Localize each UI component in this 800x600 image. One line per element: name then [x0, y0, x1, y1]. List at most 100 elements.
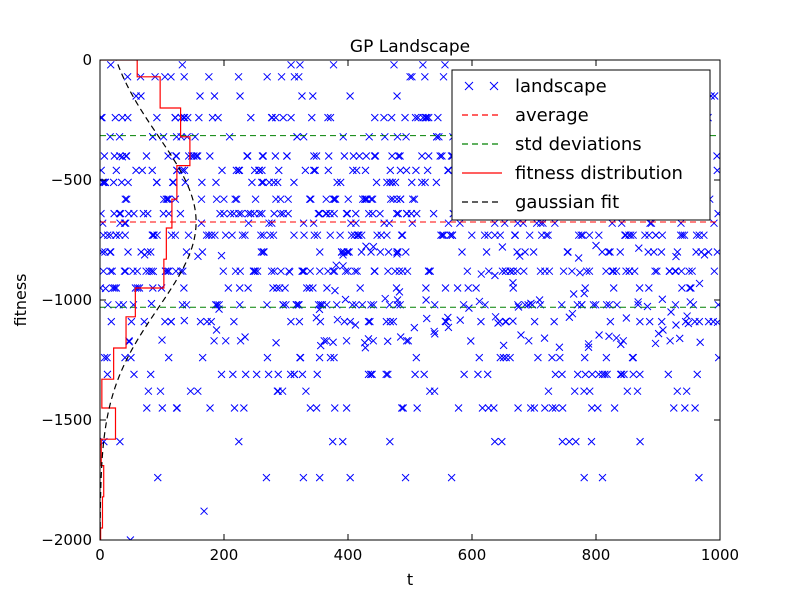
data-point	[695, 279, 704, 288]
data-point	[414, 113, 422, 122]
data-point	[285, 268, 294, 276]
data-point	[278, 387, 287, 396]
data-point	[115, 231, 124, 240]
data-point	[182, 248, 191, 256]
data-point	[110, 152, 119, 160]
data-point	[116, 209, 125, 218]
data-point	[454, 404, 463, 412]
data-point	[408, 219, 417, 228]
data-point	[121, 231, 130, 240]
data-point	[472, 284, 480, 292]
data-point	[267, 113, 276, 122]
data-point	[483, 370, 492, 379]
data-point	[519, 219, 528, 228]
data-point	[315, 473, 324, 482]
data-point	[124, 248, 132, 256]
data-point	[221, 336, 230, 345]
data-point	[198, 353, 207, 362]
data-point	[383, 370, 392, 379]
data-point	[130, 370, 138, 379]
data-point	[200, 507, 208, 516]
data-point	[432, 178, 441, 187]
legend-item: std deviations	[462, 134, 642, 155]
data-point	[329, 338, 337, 347]
data-point	[167, 231, 176, 240]
data-point	[625, 231, 633, 240]
data-point	[506, 267, 515, 276]
data-point	[124, 178, 132, 187]
data-point	[356, 284, 365, 292]
data-point	[259, 152, 268, 160]
data-point	[138, 166, 147, 175]
data-point	[132, 92, 140, 100]
data-point	[272, 284, 281, 292]
data-point	[296, 353, 305, 362]
data-point	[394, 248, 402, 256]
data-point	[180, 72, 189, 81]
data-point	[713, 152, 720, 160]
data-point	[108, 267, 117, 276]
data-point	[146, 370, 155, 379]
data-point	[369, 336, 378, 345]
data-point	[169, 178, 178, 187]
y-tick-label: 0	[82, 51, 92, 69]
data-point	[393, 248, 401, 256]
data-point	[132, 166, 140, 175]
data-point	[412, 209, 421, 218]
data-point	[232, 166, 241, 175]
data-point	[279, 209, 288, 218]
data-point	[266, 231, 275, 240]
data-point	[112, 284, 121, 292]
x-tick-label: 1000	[701, 546, 739, 564]
data-point	[322, 336, 331, 345]
data-point	[205, 152, 214, 160]
data-point	[290, 178, 298, 187]
data-point	[498, 243, 507, 251]
data-point	[346, 473, 355, 482]
data-point	[147, 299, 156, 308]
data-point	[219, 267, 228, 276]
data-point	[652, 231, 660, 240]
data-point	[424, 113, 433, 122]
data-point	[339, 132, 348, 141]
data-point	[448, 231, 457, 240]
data-point	[548, 404, 557, 412]
x-axis-label: t	[407, 570, 413, 589]
data-point	[324, 152, 333, 160]
data-point	[587, 404, 596, 412]
data-point	[691, 404, 699, 412]
data-point	[643, 302, 652, 311]
data-point	[394, 152, 403, 160]
data-point	[456, 219, 464, 228]
data-point	[339, 248, 348, 256]
data-point	[299, 473, 308, 482]
data-point	[475, 297, 484, 306]
data-point	[257, 178, 266, 187]
data-point	[111, 113, 120, 122]
data-point	[142, 152, 151, 160]
data-point	[341, 295, 350, 304]
data-point	[441, 317, 450, 326]
data-point	[274, 166, 283, 175]
data-point	[714, 209, 720, 218]
data-point	[196, 92, 204, 100]
data-point	[287, 60, 295, 69]
data-point	[421, 113, 430, 122]
data-point	[123, 113, 132, 122]
data-point	[364, 209, 373, 218]
data-point	[502, 317, 510, 326]
data-point	[248, 178, 256, 187]
data-point	[678, 284, 686, 292]
data-point	[205, 231, 213, 240]
data-point	[322, 209, 331, 218]
data-point	[235, 284, 244, 292]
data-point	[444, 219, 453, 228]
data-point	[371, 152, 380, 160]
data-point	[366, 317, 374, 326]
data-point	[287, 317, 295, 326]
data-point	[340, 317, 349, 326]
data-point	[675, 334, 684, 343]
data-point	[364, 317, 373, 326]
data-point	[364, 370, 373, 379]
data-point	[357, 248, 366, 256]
